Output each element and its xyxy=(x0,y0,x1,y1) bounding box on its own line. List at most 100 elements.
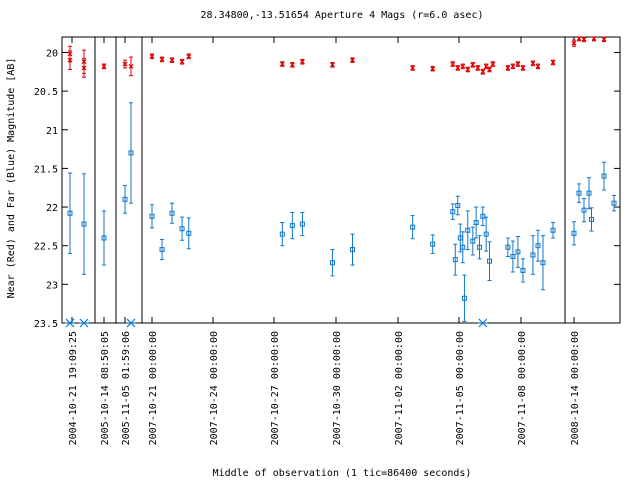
data-point xyxy=(530,252,536,258)
limit-stroke xyxy=(126,318,136,328)
data-point-stroke xyxy=(535,63,541,69)
y-tick-label: 20 xyxy=(46,48,58,59)
limit-marker xyxy=(65,318,75,328)
limit-marker xyxy=(79,318,89,328)
data-point-stroke xyxy=(470,62,476,68)
y-axis-label: Near (Red) and Far (Blue) Magnitude [AB] xyxy=(6,58,17,299)
data-point-stroke xyxy=(505,65,511,71)
data-point-stroke xyxy=(159,56,165,62)
data-point xyxy=(279,231,285,237)
data-point xyxy=(67,210,73,216)
data-point xyxy=(581,36,587,42)
data-point xyxy=(455,203,461,209)
data-point xyxy=(576,36,582,41)
data-point xyxy=(299,59,305,65)
data-point xyxy=(159,56,165,62)
data-point xyxy=(452,257,458,263)
data-point-stroke xyxy=(450,61,456,67)
data-point-stroke xyxy=(279,61,285,67)
data-point xyxy=(550,227,556,233)
data-point xyxy=(410,224,416,230)
data-point xyxy=(591,36,597,41)
y-tick-label: 21.5 xyxy=(34,164,58,175)
data-point xyxy=(535,63,541,69)
limit-markers xyxy=(65,318,488,328)
data-point xyxy=(480,213,486,219)
data-point xyxy=(571,230,577,236)
data-point xyxy=(473,220,479,226)
y-axis: 20 20.5 21 21.5 22 22.5 23 23.5 xyxy=(34,48,620,330)
x-axis-label: Middle of observation (1 tic=86400 secon… xyxy=(213,468,472,479)
data-point xyxy=(520,65,526,71)
x-tick-label: 2007-11-05 00:00:00 xyxy=(455,331,466,445)
x-tick-label: 2005-10-14 08:50:05 xyxy=(100,331,111,445)
data-point xyxy=(169,210,175,216)
y-tick-label: 21 xyxy=(46,126,58,137)
data-point xyxy=(483,231,489,237)
data-point xyxy=(350,247,355,253)
data-point xyxy=(128,150,134,156)
data-point xyxy=(581,207,587,213)
y-tick-label: 23 xyxy=(46,280,58,291)
data-point xyxy=(515,61,521,67)
data-point xyxy=(450,61,456,67)
data-point xyxy=(470,62,476,68)
limit-stroke xyxy=(79,318,89,328)
data-point xyxy=(159,247,165,253)
data-point xyxy=(450,209,456,215)
data-point xyxy=(101,235,107,241)
data-point xyxy=(186,230,192,236)
data-point-stroke xyxy=(475,65,481,71)
x-tick-label: 2005-11-05 01:59:06 xyxy=(121,331,132,445)
data-point xyxy=(289,223,295,229)
data-point xyxy=(571,40,577,46)
data-point-stroke xyxy=(581,36,587,42)
x-tick-label: 2008-10-14 00:00:00 xyxy=(570,331,581,445)
data-point xyxy=(589,216,594,222)
data-point xyxy=(576,190,582,196)
plot-frame xyxy=(61,36,621,324)
data-point xyxy=(460,244,466,250)
data-point xyxy=(430,66,436,72)
data-point xyxy=(465,227,471,233)
data-point xyxy=(461,295,467,301)
data-point-stroke xyxy=(330,62,335,68)
data-point xyxy=(350,57,355,63)
limit-stroke xyxy=(478,318,488,328)
data-point xyxy=(540,260,546,266)
data-point-stroke xyxy=(460,63,466,69)
data-point-stroke xyxy=(520,65,526,71)
data-point-stroke xyxy=(576,36,582,41)
data-point-stroke xyxy=(179,59,185,65)
data-point xyxy=(81,221,87,227)
data-point xyxy=(457,235,463,241)
data-point-stroke xyxy=(149,53,155,59)
data-point xyxy=(475,65,481,71)
data-point xyxy=(611,200,617,206)
data-point xyxy=(510,254,516,260)
data-point xyxy=(329,260,335,266)
data-point xyxy=(487,258,493,264)
data-point-stroke xyxy=(299,59,305,65)
data-point xyxy=(289,62,295,68)
data-point-stroke xyxy=(186,53,192,59)
data-point xyxy=(122,196,128,202)
data-point xyxy=(149,213,155,219)
x-tick-label: 2007-10-24 00:00:00 xyxy=(209,331,220,445)
data-point-stroke xyxy=(487,67,492,72)
data-point-stroke xyxy=(81,65,87,71)
segment-dividers xyxy=(94,37,566,323)
limit-marker xyxy=(126,318,136,328)
data-point xyxy=(179,59,185,65)
data-point xyxy=(81,65,87,71)
data-point xyxy=(470,238,476,244)
data-point xyxy=(601,36,607,42)
data-point-stroke xyxy=(289,62,295,68)
data-point xyxy=(487,67,492,72)
data-point xyxy=(128,63,134,69)
data-point xyxy=(586,190,592,196)
y-tick-label: 20.5 xyxy=(34,87,58,98)
data-point xyxy=(186,53,192,59)
data-point xyxy=(601,173,607,179)
data-point xyxy=(490,61,496,67)
